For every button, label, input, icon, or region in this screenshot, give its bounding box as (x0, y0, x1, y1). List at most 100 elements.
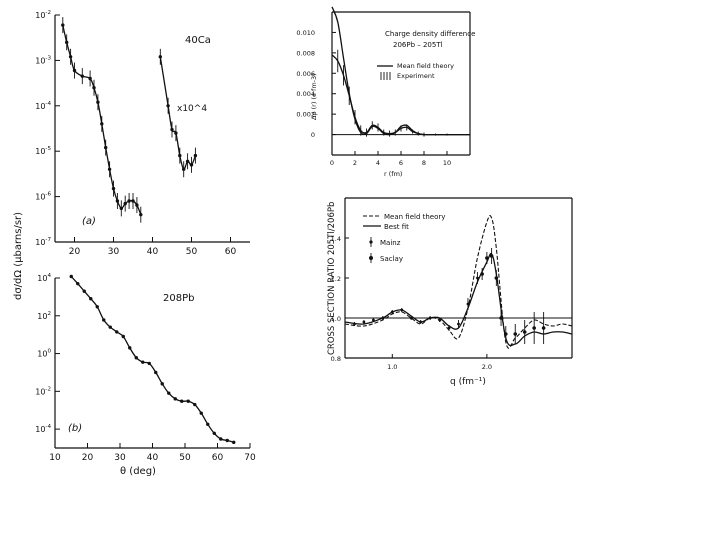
panel-a-data-point (100, 122, 104, 126)
panel-a-data-point (88, 76, 92, 81)
panel-d-mainz-point (457, 322, 460, 326)
panel-c-x-tick-label: 2 (353, 159, 357, 167)
panel-c-y-tick-label: 0.006 (296, 70, 315, 78)
panel-a-data-point (68, 55, 73, 59)
panel-b-data-point (225, 438, 229, 443)
panel-d-mainz-point (400, 308, 404, 312)
panel-d-saclay-point (489, 254, 494, 258)
panel-d-y-axis-label: CROSS SECTION RATIO 205Tl/206Pb (327, 202, 337, 355)
panel-c-x-tick-label: 8 (422, 159, 426, 167)
panel-a-data-point (107, 167, 112, 171)
panel-a-data-point (170, 127, 174, 132)
panel-d-saclay-point (499, 316, 503, 320)
panel-a-data-point (135, 203, 139, 207)
panel-b-x-tick-label: 50 (179, 453, 191, 463)
panel-a-data-point (111, 186, 116, 191)
panel-b-data-point (89, 297, 93, 301)
panel-c-y-axis-label: Δρ (r) (e fm-3) (310, 73, 318, 120)
panel-a-data-point (104, 145, 108, 150)
panel-d-legend-best-fit: Best fit (384, 223, 409, 231)
panel-d-saclay-point (522, 330, 527, 334)
panel-d-mainz-point (390, 310, 394, 314)
panel-d-saclay-point (494, 276, 499, 280)
panel-d-x-tick-label: 2.0 (482, 363, 492, 371)
panel-a-label: (a) (82, 216, 96, 227)
panel-b-pb208: 104 102 100 10-2 10-4 10 20 30 40 50 60 70 (b) 208… (35, 273, 256, 477)
panel-b-data-point (147, 361, 151, 366)
panel-c-density: 0 0.002 0.004 0.006 0.008 0.010 0 2 4 6 8 10 Charg… (296, 6, 475, 178)
panel-b-data-point (212, 431, 216, 436)
panel-c-x-tick-label: 0 (330, 159, 334, 167)
panel-b-data-point (115, 330, 119, 334)
panel-b-x-tick-label: 30 (114, 453, 126, 463)
panel-b-data-point (206, 422, 210, 426)
panel-b-data-point (186, 399, 190, 403)
panel-a-data-point (96, 100, 100, 104)
panel-c-x-tick-label: 10 (443, 159, 451, 167)
panel-a-data-point (92, 86, 96, 90)
panel-a-data-point (115, 199, 120, 203)
panel-d-saclay-point (532, 326, 536, 330)
panel-b-data-point (193, 402, 197, 407)
panel-a-x-tick-label: 40 (147, 247, 159, 257)
panel-d-saclay-point (513, 332, 518, 336)
panel-a-x-tick-label: 20 (69, 247, 81, 257)
panel-a-y-tick-label: 10-3 (35, 55, 51, 65)
panel-b-fit-curve (70, 276, 234, 443)
panel-d-mainz-point (409, 316, 413, 320)
panel-a-data-point (185, 159, 190, 163)
panel-c-legend-marker-experiment (380, 72, 391, 80)
panel-a-data-point (182, 167, 186, 171)
panel-d-y-tick-label: 0.8 (331, 355, 341, 363)
panel-a-data-point (178, 153, 182, 158)
panel-a-data-point (65, 40, 69, 45)
panel-b-data-point (141, 360, 145, 364)
panel-d-mainz-point (362, 320, 366, 324)
panel-b-y-tick-label: 10-4 (35, 424, 51, 434)
panel-d-best-fit-curve (344, 252, 573, 347)
panel-a-data-point (174, 131, 178, 135)
panel-c-legend-experiment: Experiment (397, 72, 435, 80)
panel-b-nucleus: 208Pb (163, 293, 194, 304)
panel-b-data-point (180, 399, 184, 403)
panel-a-x-tick-label: 30 (108, 247, 120, 257)
panel-c-title: Charge density difference (385, 30, 475, 38)
panel-d-saclay-point (503, 332, 508, 336)
panel-a-x-tick-label: 50 (186, 247, 198, 257)
panel-d-legend-mean-field: Mean field theory (384, 213, 445, 221)
panel-b-data-point (160, 382, 164, 386)
panel-a-x-tick-label: 60 (225, 247, 237, 257)
panel-b-x-axis-label: θ (deg) (120, 466, 156, 477)
panel-c-y-tick-label: 0.004 (296, 90, 315, 98)
panel-a-y-tick-label: 10-2 (35, 10, 51, 20)
panel-b-data-point (134, 356, 138, 360)
panel-a-data-point (123, 201, 127, 206)
panel-d-mainz-point (371, 318, 375, 322)
panel-d-mainz-point (476, 276, 479, 280)
panel-b-data-point (173, 397, 177, 401)
panel-d-y-tick-label: 1.2 (331, 275, 341, 283)
panel-b-data-point (121, 334, 125, 339)
panel-a-ca40: 10-210-310-410-510-610-7 20 30 40 50 60 (a) … (13, 10, 250, 300)
panel-d-y-tick-label: 1.4 (331, 235, 341, 243)
panel-d-mainz-point (419, 320, 423, 324)
panel-d-legend-marker-mainz (369, 237, 373, 247)
shared-y-axis-label: dσ/dΩ (μbarns/sr) (13, 212, 24, 300)
panel-a-data-point (139, 212, 143, 217)
panel-d-y-tick-label: 1.0 (331, 315, 341, 323)
panel-b-y-tick-label: 100 (37, 349, 51, 359)
panel-d-mainz-point (447, 326, 451, 330)
panel-d-saclay-point (541, 326, 546, 330)
panel-a-y-tick-label: 10-4 (35, 101, 51, 111)
panel-d-mainz-point (353, 322, 356, 326)
panel-d-mainz-point (381, 316, 385, 320)
panel-a-data-point (158, 55, 162, 59)
panel-d-legend-marker-saclay (369, 253, 373, 263)
panel-c-legend-theory: Mean field theory (397, 62, 454, 70)
panel-b-data-point (154, 370, 158, 375)
panel-a-y-tick-label: 10-7 (35, 237, 51, 247)
panel-a-data-point (127, 199, 131, 203)
panel-b-data-point (219, 437, 223, 441)
panel-c-y-tick-label: 0.002 (296, 111, 315, 119)
